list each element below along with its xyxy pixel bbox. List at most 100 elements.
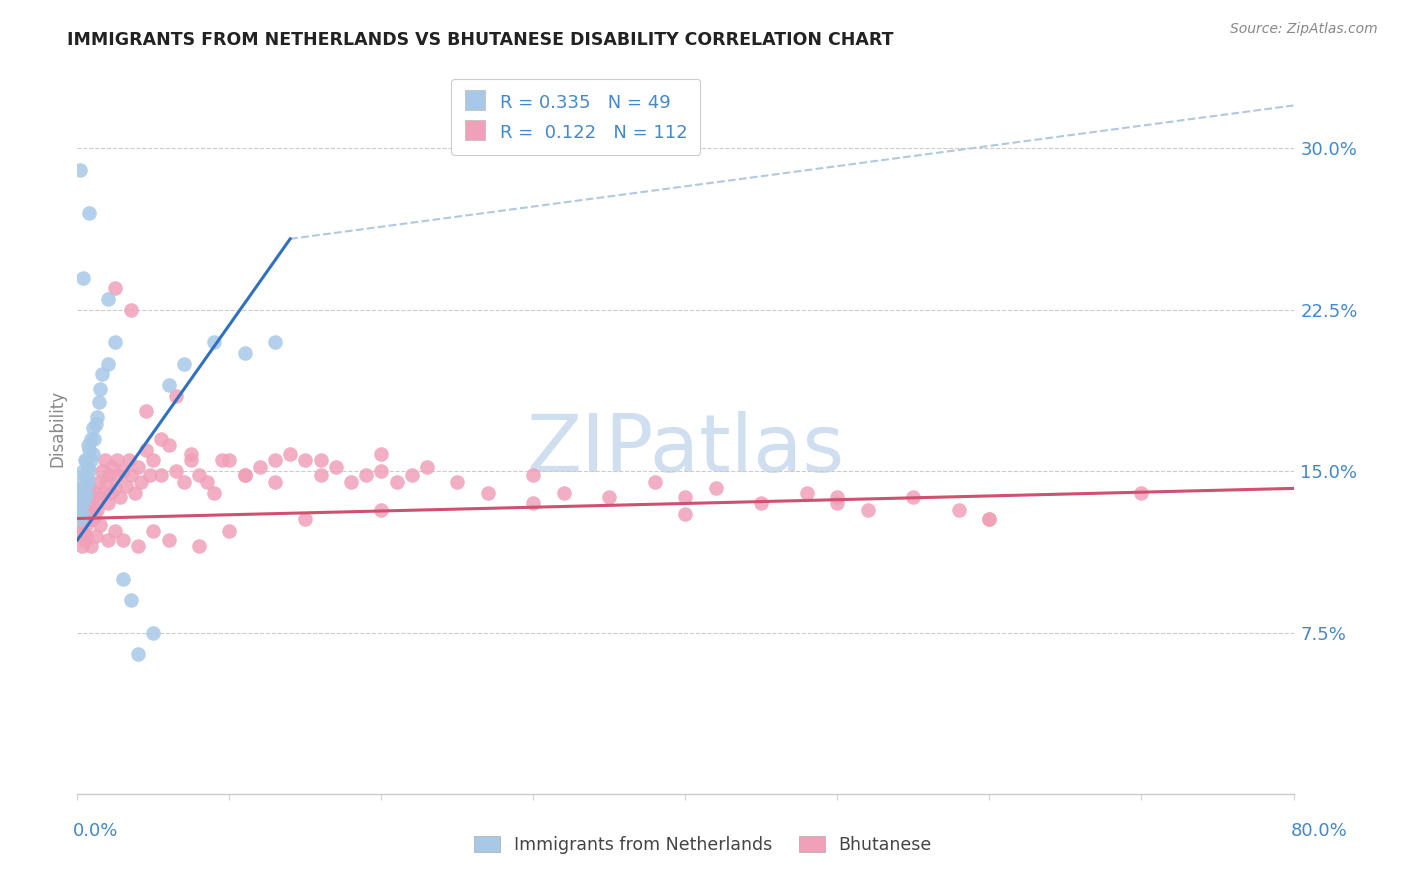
Point	[979, 511, 1001, 525]
Point	[202, 335, 225, 350]
Point	[165, 464, 187, 478]
Point	[77, 438, 100, 452]
Point	[69, 475, 91, 489]
Point	[96, 475, 118, 489]
Point	[142, 625, 165, 640]
Point	[188, 540, 211, 554]
Point	[67, 485, 90, 500]
Point	[903, 490, 925, 504]
Point	[97, 357, 120, 371]
Point	[98, 468, 121, 483]
Point	[100, 485, 122, 500]
Point	[80, 496, 103, 510]
Point	[675, 507, 697, 521]
Point	[598, 490, 620, 504]
Point	[142, 453, 165, 467]
Point	[1130, 485, 1153, 500]
Point	[73, 479, 96, 493]
Point	[73, 533, 96, 547]
Point	[111, 464, 134, 478]
Point	[139, 468, 162, 483]
Point	[87, 395, 110, 409]
Point	[87, 475, 110, 489]
Point	[104, 335, 127, 350]
Point	[73, 468, 96, 483]
Point	[294, 453, 316, 467]
Point	[309, 453, 332, 467]
Point	[72, 464, 94, 478]
Point	[149, 432, 172, 446]
Point	[211, 453, 233, 467]
Point	[75, 468, 97, 483]
Text: Source: ZipAtlas.com: Source: ZipAtlas.com	[1230, 22, 1378, 37]
Y-axis label: Disability: Disability	[48, 390, 66, 467]
Point	[129, 475, 152, 489]
Point	[180, 453, 202, 467]
Point	[675, 490, 697, 504]
Point	[79, 442, 101, 457]
Point	[370, 447, 392, 461]
Point	[73, 453, 96, 467]
Point	[233, 468, 256, 483]
Point	[979, 511, 1001, 525]
Point	[120, 302, 142, 317]
Point	[108, 490, 131, 504]
Point	[69, 163, 91, 178]
Point	[72, 496, 94, 510]
Point	[218, 453, 240, 467]
Point	[118, 453, 141, 467]
Point	[477, 485, 499, 500]
Point	[97, 496, 120, 510]
Point	[856, 503, 879, 517]
Point	[385, 475, 408, 489]
Point	[120, 468, 142, 483]
Point	[82, 490, 104, 504]
Point	[82, 447, 104, 461]
Point	[127, 647, 149, 661]
Point	[233, 346, 256, 360]
Point	[124, 485, 146, 500]
Point	[82, 511, 104, 525]
Point	[72, 496, 94, 510]
Point	[77, 459, 100, 474]
Point	[91, 485, 114, 500]
Point	[70, 482, 93, 496]
Point	[105, 453, 128, 467]
Point	[340, 475, 363, 489]
Point	[75, 485, 97, 500]
Point	[90, 464, 112, 478]
Point	[77, 475, 100, 489]
Point	[72, 490, 94, 504]
Point	[72, 482, 94, 496]
Point	[218, 524, 240, 539]
Point	[325, 459, 347, 474]
Point	[86, 503, 108, 517]
Point	[83, 507, 105, 521]
Point	[264, 335, 287, 350]
Point	[644, 475, 666, 489]
Point	[249, 459, 271, 474]
Point	[70, 524, 93, 539]
Point	[67, 496, 90, 510]
Point	[79, 479, 101, 493]
Point	[90, 368, 112, 382]
Point	[69, 518, 91, 533]
Point	[84, 529, 107, 543]
Point	[202, 485, 225, 500]
Point	[354, 468, 377, 483]
Point	[751, 496, 773, 510]
Point	[111, 572, 134, 586]
Point	[233, 468, 256, 483]
Point	[97, 292, 120, 306]
Point	[796, 485, 818, 500]
Point	[79, 503, 101, 517]
Point	[89, 490, 111, 504]
Point	[135, 404, 157, 418]
Point	[195, 475, 218, 489]
Point	[135, 442, 157, 457]
Point	[84, 417, 107, 431]
Point	[309, 468, 332, 483]
Point	[75, 490, 97, 504]
Point	[104, 281, 127, 295]
Point	[370, 503, 392, 517]
